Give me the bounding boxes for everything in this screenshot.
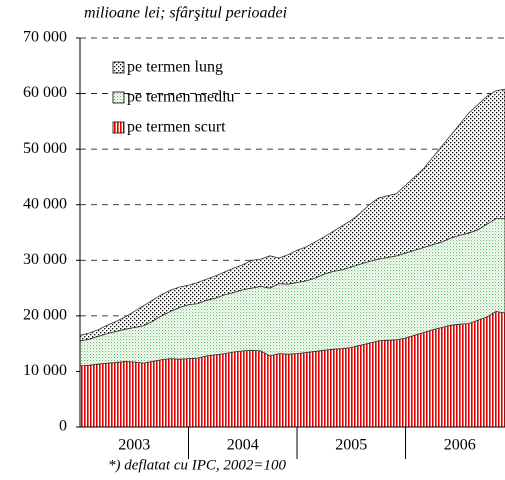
y-tick-label: 20 000 [23,307,67,324]
footnote: *) deflatat cu IPC, 2002=100 [108,457,287,473]
x-tick-label: 2003 [118,437,150,454]
x-tick-label: 2006 [444,437,476,454]
y-tick-label: 70 000 [23,29,67,46]
legend-label: pe termen mediu [127,89,235,106]
chart-title: milioane lei; sfârşitul perioadei [84,5,287,22]
legend-label: pe termen scurt [127,119,226,136]
y-tick-label: 40 000 [23,195,67,212]
y-tick-label: 30 000 [23,251,67,268]
y-tick-label: 10 000 [23,362,67,379]
legend-swatch [112,121,125,134]
x-tick-label: 2004 [227,437,259,454]
legend-swatch [112,91,125,104]
area [79,88,505,342]
y-tick-label: 0 [59,418,67,435]
y-tick-label: 50 000 [23,140,67,157]
x-tick-label: 2005 [335,437,367,454]
legend-swatch [112,61,125,74]
legend-label: pe termen lung [127,59,223,76]
y-tick-label: 60 000 [23,84,67,101]
